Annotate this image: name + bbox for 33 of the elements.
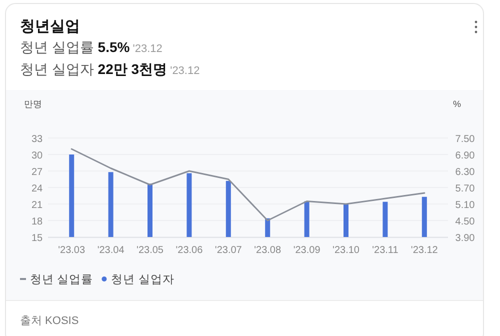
x-tick-label: '23.05 [136, 245, 164, 256]
y2-tick-label: 5.10 [455, 200, 476, 211]
x-tick-label: '23.07 [214, 245, 242, 256]
x-tick-label: '23.11 [372, 245, 399, 256]
y-axis-title: 만명 [24, 99, 42, 109]
x-tick-label: '23.10 [332, 245, 360, 256]
y-tick-label: 21 [31, 200, 43, 211]
x-tick-label: '23.03 [58, 245, 86, 256]
x-tick-label: '23.06 [176, 245, 204, 256]
y-tick-label: 30 [31, 150, 43, 162]
y-tick-label: 33 [31, 134, 43, 145]
y2-tick-label: 7.50 [455, 134, 476, 145]
y2-tick-label: 6.30 [455, 167, 476, 178]
y2-tick-label: 6.90 [455, 150, 476, 162]
y-tick-label: 24 [31, 184, 43, 194]
y-tick-label: 27 [31, 167, 43, 178]
y-tick-label: 18 [31, 216, 43, 228]
legend-label: 청년 실업률 [30, 274, 94, 286]
x-tick-label: '23.08 [254, 245, 282, 256]
y2-axis-title: % [452, 99, 462, 109]
x-tick-label: '23.09 [293, 245, 321, 256]
y2-tick-label: 3.90 [455, 233, 476, 244]
line-series [70, 148, 426, 222]
y2-tick-label: 5.70 [455, 184, 476, 194]
x-tick-label: '23.12 [410, 245, 438, 256]
y2-tick-label: 4.50 [455, 216, 476, 228]
legend-label: 청년 실업자 [111, 274, 174, 286]
chart-subtitle: 청년 실업률 5.5% '23.12 [20, 39, 162, 55]
x-tick-label: '23.04 [97, 245, 125, 256]
text: 청년 실업자 22만 3천명 '23.12 [20, 61, 200, 77]
source-note: 출처 KOSIS [20, 315, 79, 327]
y-tick-label: 15 [31, 233, 43, 244]
chart-title: 청년실업 [20, 18, 80, 35]
